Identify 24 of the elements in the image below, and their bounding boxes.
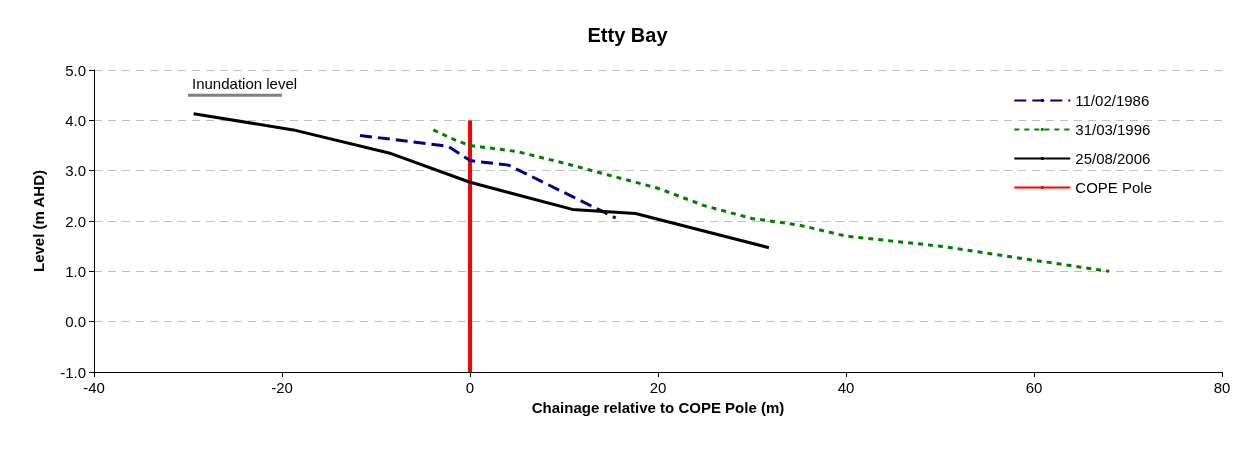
line-series [358, 133, 618, 220]
legend-label: 25/08/2006 [1075, 150, 1151, 167]
legend-label: COPE Pole [1075, 179, 1152, 196]
legend-label: 31/03/1996 [1075, 121, 1151, 138]
legend-label: 11/02/1986 [1075, 92, 1150, 109]
annotation: Inundation level [192, 75, 298, 93]
x-axis-title: Chainage relative to COPE Pole (m) [531, 399, 785, 416]
y-tick-label: 0.0 [65, 313, 86, 331]
line-series [192, 112, 771, 250]
y-tick-label: 5.0 [65, 61, 86, 79]
y-tick-label: 2.0 [65, 212, 86, 230]
x-tick-label: 20 [649, 379, 667, 396]
y-axis-title: Level (m AHD) [30, 170, 47, 272]
y-tick-label: 1.0 [65, 262, 86, 280]
x-tick-label: 40 [837, 379, 855, 396]
y-tick-label: 4.0 [65, 111, 86, 129]
x-tick-label: 80 [1213, 379, 1231, 396]
chart-title: Etty Bay [587, 24, 669, 46]
x-tick-label: -40 [83, 379, 105, 396]
y-tick-label: 3.0 [65, 162, 86, 180]
x-tick-label: 60 [1025, 379, 1043, 396]
y-tick-label: -1.0 [60, 363, 86, 381]
x-tick-label: 0 [465, 379, 475, 396]
x-tick-label: -20 [271, 379, 293, 396]
